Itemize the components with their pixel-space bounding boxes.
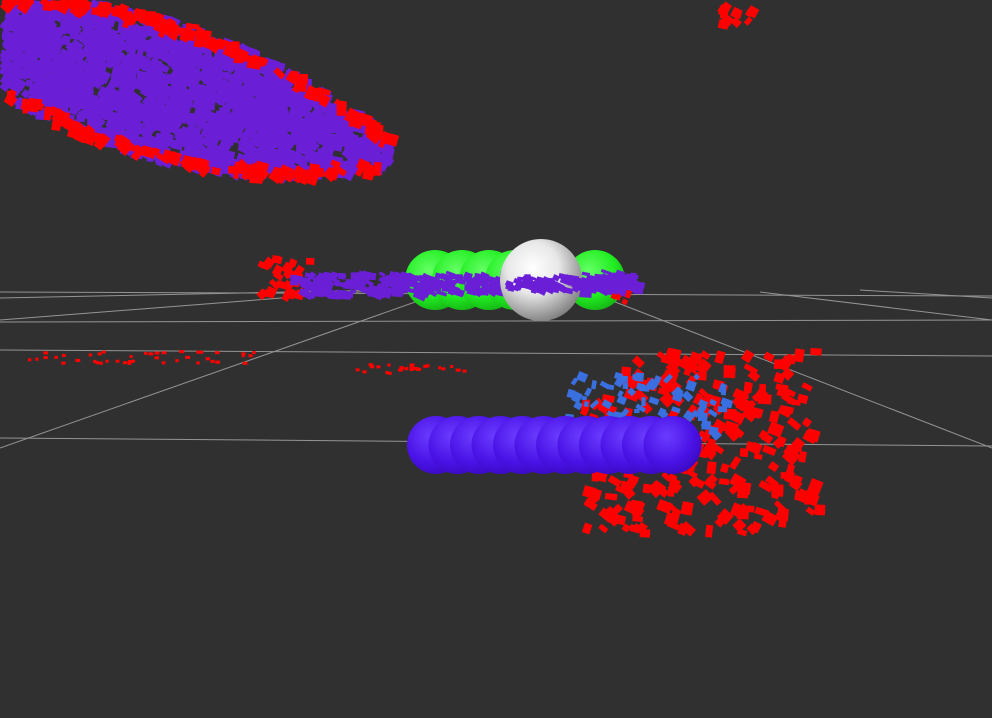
occupied-voxel-cloud (0, 0, 760, 187)
goal-spheres (407, 416, 702, 474)
planned-path-streak-front (504, 272, 641, 306)
obstacle-point-scatter (27, 254, 467, 375)
ground-grid (0, 287, 992, 449)
goal-sphere (643, 416, 702, 474)
